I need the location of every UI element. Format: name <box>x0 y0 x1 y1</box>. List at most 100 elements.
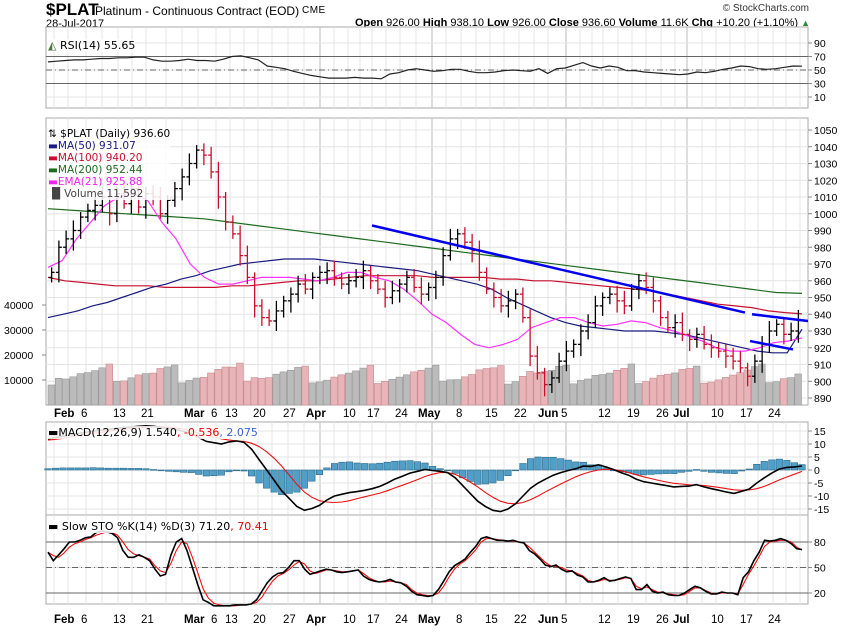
sto-date-label: 21 <box>141 614 154 626</box>
ohlc-bar <box>70 220 77 251</box>
copyright-link[interactable]: © StockCharts.com <box>722 3 809 14</box>
price-date-label: 17 <box>740 408 753 420</box>
macd-histogram-bar <box>504 469 512 476</box>
price-date-label: 5 <box>561 408 567 420</box>
volume-bar <box>352 370 360 406</box>
price-date-label: 24 <box>395 408 408 420</box>
volume-bar <box>446 379 454 406</box>
ohlc-bar <box>432 270 439 300</box>
volume-bar <box>504 383 512 406</box>
price-date-label: 24 <box>768 408 781 420</box>
ohlc-bar <box>701 325 708 350</box>
ohlc-bar <box>179 168 186 201</box>
ohlc-bar <box>63 230 70 254</box>
ohlc-bar <box>715 342 722 358</box>
ohlc-bar <box>193 145 200 169</box>
macd-histogram-bar <box>572 461 580 471</box>
volume-bar <box>134 374 142 406</box>
macd-histogram-bar <box>353 462 361 471</box>
volume-bar <box>627 363 635 406</box>
y-tick-label: 890 <box>814 393 832 405</box>
macd-swatch-icon: ▬ <box>48 426 59 439</box>
volume-bar <box>98 367 106 406</box>
macd-histogram-bar <box>662 469 670 474</box>
volume-bar <box>54 377 63 406</box>
y-tick-label: 960 <box>814 276 832 288</box>
macd-histogram-bar <box>278 469 286 496</box>
macd-histogram-bar <box>89 467 97 471</box>
macd-histogram-bar <box>692 469 701 471</box>
macd-histogram-bar <box>202 469 210 477</box>
macd-legend-hist: , 2.075 <box>219 426 258 439</box>
volume-bar <box>518 375 527 406</box>
volume-bar <box>772 381 780 406</box>
y-tick-label: 920 <box>814 343 832 355</box>
price-legend: ⇅ $PLAT (Daily) 936.60 ▬MA(50) 931.07 ▬M… <box>48 128 171 200</box>
volume-bar <box>142 373 150 406</box>
price-date-label: Jun <box>538 408 558 420</box>
y-tick-label: 1030 <box>814 159 838 171</box>
ohlc-bar <box>628 284 635 311</box>
price-date-label: 6 <box>81 408 87 420</box>
volume-bar <box>598 374 606 406</box>
ohlc-bar <box>534 346 541 380</box>
y-tick-label: -10 <box>814 491 829 503</box>
volume-bar <box>113 381 121 406</box>
macd-histogram-bar <box>549 456 557 471</box>
volume-bar <box>91 370 99 406</box>
y-tick-label: 980 <box>814 242 832 254</box>
macd-histogram-bar <box>436 468 444 471</box>
ohlc-bar <box>498 289 505 313</box>
panel-frame-rsi <box>45 26 809 109</box>
macd-histogram-bar <box>722 469 731 474</box>
ohlc-bar <box>650 277 657 313</box>
chg-label: Chg <box>691 17 713 29</box>
macd-histogram-bar <box>677 469 685 473</box>
sto-date-label: 22 <box>514 614 527 626</box>
macd-histogram-bar <box>232 469 240 472</box>
volume-bar <box>605 372 614 406</box>
ohlc-bar <box>483 267 490 295</box>
ohlc-bar <box>614 285 621 313</box>
macd-histogram-bar <box>496 469 504 481</box>
volume-bar <box>315 381 324 406</box>
y-tick-label: 5 <box>814 452 820 464</box>
price-date-label: 6 <box>211 408 217 420</box>
price-date-label: May <box>418 408 441 420</box>
macd-histogram-bar <box>670 469 678 474</box>
sto-date-label: 6 <box>81 614 87 626</box>
ohlc-bar <box>266 309 273 326</box>
macd-histogram-bar <box>345 461 354 471</box>
close-value: 936.60 <box>581 17 616 29</box>
ma50-line <box>47 258 803 354</box>
price-date-label: 22 <box>514 408 527 420</box>
trendline <box>749 339 794 351</box>
volume-bar <box>373 383 382 406</box>
volume-bar <box>475 369 483 406</box>
ohlc-bar <box>353 269 360 288</box>
y-tick-label: 90 <box>814 38 826 50</box>
chg-value: +10.20 (+1.10%) <box>716 17 799 29</box>
y-tick-label: 50 <box>814 65 826 77</box>
volume-bar <box>388 378 396 406</box>
macd-histogram-bar <box>587 464 595 471</box>
sto-date-label: 10 <box>711 614 724 626</box>
ohlc-bar <box>679 312 686 342</box>
macd-histogram-bar <box>44 468 52 471</box>
volume-tick-label: 30000 <box>4 325 33 337</box>
ohlc-bar <box>273 300 280 331</box>
ohlc-bar <box>389 280 396 305</box>
y-tick-label: 1040 <box>814 142 838 154</box>
y-tick-label: 80 <box>814 537 826 549</box>
ohlc-bar <box>599 292 606 316</box>
macd-histogram-bar <box>534 456 542 471</box>
macd-legend-main: MACD(12,26,9) 1.540 <box>58 426 177 439</box>
macd-histogram-bar <box>557 458 565 471</box>
macd-histogram-bar <box>519 463 527 471</box>
volume-bar <box>526 371 534 406</box>
open-label: Open <box>354 17 384 29</box>
volume-bar <box>330 376 338 406</box>
sto-date-label: 19 <box>627 614 640 626</box>
sto-date-label: Apr <box>306 614 326 626</box>
ohlc-bar <box>548 371 555 393</box>
